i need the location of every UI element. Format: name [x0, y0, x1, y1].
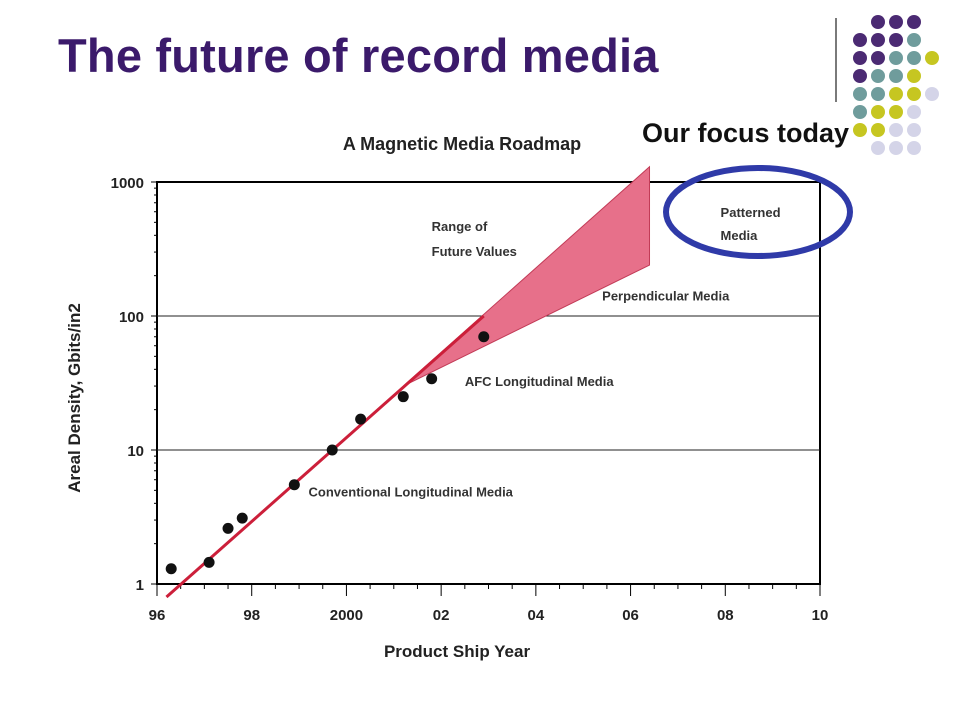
data-point — [203, 556, 215, 568]
x-tick-label: 96 — [149, 607, 166, 624]
x-tick-label: 06 — [622, 607, 639, 624]
focus-ellipse — [663, 165, 853, 259]
decorative-dot — [889, 51, 903, 65]
data-point — [236, 512, 248, 524]
data-point — [326, 444, 338, 456]
focus-callout: Our focus today — [642, 118, 850, 148]
slide-title: The future of record media — [58, 29, 659, 82]
data-point — [355, 413, 367, 425]
decorative-dot — [907, 51, 921, 65]
decorative-dot — [907, 87, 921, 101]
chart-annotation: Media — [721, 228, 759, 243]
chart-title: A Magnetic Media Roadmap — [343, 134, 581, 154]
data-point — [222, 522, 234, 534]
decorative-dot — [871, 105, 885, 119]
decorative-dot — [907, 141, 921, 155]
x-tick-label: 02 — [433, 607, 450, 624]
chart-annotation: Range of — [432, 219, 488, 234]
decorative-dot — [907, 105, 921, 119]
y-tick-label: 10 — [127, 443, 144, 460]
decorative-dot — [889, 123, 903, 137]
decorative-dot — [871, 69, 885, 83]
decorative-dot-grid — [853, 15, 939, 155]
decorative-dot — [871, 123, 885, 137]
decorative-dot — [889, 15, 903, 29]
decorative-dot — [925, 51, 939, 65]
y-axis-label: Areal Density, Gbits/in2 — [65, 303, 84, 493]
chart-annotation: Patterned — [721, 205, 781, 220]
decorative-dot — [871, 15, 885, 29]
decorative-dot — [871, 33, 885, 47]
decorative-dot — [871, 51, 885, 65]
decorative-dot — [853, 123, 867, 137]
data-point — [426, 373, 438, 385]
chart-annotation: Perpendicular Media — [602, 289, 730, 304]
y-tick-label: 1000 — [111, 175, 144, 192]
chart-annotation: Future Values — [432, 244, 517, 259]
chart-annotation: AFC Longitudinal Media — [465, 374, 615, 389]
decorative-dot — [853, 51, 867, 65]
decorative-dot — [889, 141, 903, 155]
decorative-dot — [853, 87, 867, 101]
title-divider-line — [835, 18, 837, 102]
decorative-dot — [907, 123, 921, 137]
decorative-dot — [871, 87, 885, 101]
decorative-dot — [853, 69, 867, 83]
x-tick-label: 2000 — [330, 607, 363, 624]
trend-line — [165, 314, 485, 599]
x-tick-label: 10 — [812, 607, 829, 624]
x-tick-label: 98 — [243, 607, 260, 624]
decorative-dot — [889, 69, 903, 83]
data-point — [478, 331, 490, 343]
x-tick-label: 04 — [528, 607, 545, 624]
y-tick-label: 1 — [136, 577, 144, 594]
data-point — [288, 479, 300, 491]
decorative-dot — [907, 15, 921, 29]
decorative-dot — [925, 87, 939, 101]
data-point — [397, 391, 409, 403]
decorative-dot — [907, 69, 921, 83]
decorative-dot — [871, 141, 885, 155]
decorative-dot — [853, 33, 867, 47]
decorative-dot — [889, 87, 903, 101]
y-tick-label: 100 — [119, 309, 144, 326]
data-point — [165, 563, 177, 575]
decorative-dot — [907, 33, 921, 47]
decorative-dot — [889, 33, 903, 47]
chart-annotation: Conventional Longitudinal Media — [309, 484, 514, 499]
decorative-dot — [889, 105, 903, 119]
x-axis-label: Product Ship Year — [384, 642, 531, 661]
decorative-dot — [853, 105, 867, 119]
x-tick-label: 08 — [717, 607, 734, 624]
